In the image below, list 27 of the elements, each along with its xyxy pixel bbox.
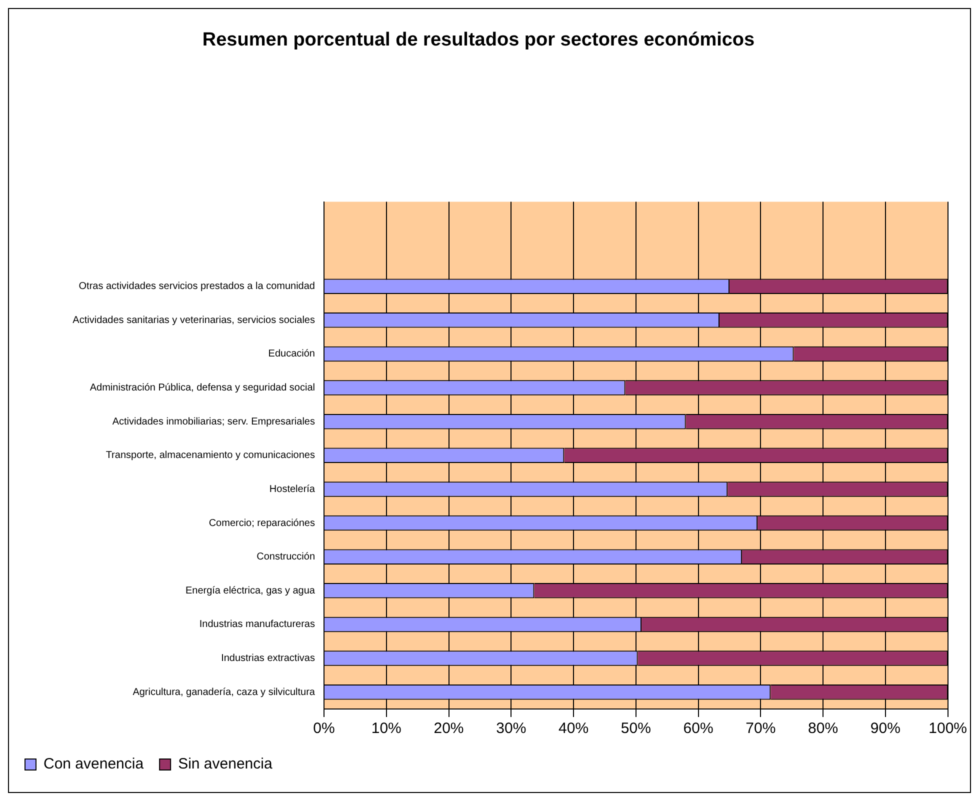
y-tick-label: Agricultura, ganadería, caza y silvicultura xyxy=(132,686,316,698)
legend-label: Sin avenencia xyxy=(178,756,273,773)
legend-label: Con avenencia xyxy=(44,756,144,773)
y-tick-label: Actividades sanitarias y veterinarias, servicios sociales xyxy=(72,314,315,326)
x-tick-label: 100% xyxy=(928,720,968,738)
x-tick-label: 20% xyxy=(434,720,464,738)
y-tick-label: Industrias manufactureras xyxy=(199,619,315,630)
y-tick-label: Energía eléctrica, gas y agua xyxy=(185,585,316,596)
x-tick-label: 90% xyxy=(870,720,900,738)
y-tick-label: Comercio; reparaciónes xyxy=(208,518,315,529)
y-tick-label: Administración Pública, defensa y seguridad social xyxy=(90,382,315,394)
x-tick-label: 0% xyxy=(313,720,335,738)
x-tick-label: 30% xyxy=(496,720,526,738)
x-tick-label: 10% xyxy=(371,720,402,738)
y-tick-label: Industrias extractivas xyxy=(221,653,315,664)
x-tick-label: 60% xyxy=(683,720,714,738)
chart-title: Resumen porcentual de resultados por sectores económicos xyxy=(202,30,755,51)
y-tick-label: Actividades inmobiliarias; serv. Empresariales xyxy=(112,416,315,428)
y-tick-label: Transporte, almacenamiento y comunicaciones xyxy=(106,450,315,462)
x-tick-label: 50% xyxy=(620,720,651,738)
x-tick-label: 70% xyxy=(746,720,776,738)
y-tick-label: Educación xyxy=(268,348,315,360)
y-tick-label: Construcción xyxy=(256,552,315,563)
x-tick-label: 40% xyxy=(558,720,589,738)
x-tick-label: 80% xyxy=(808,720,838,738)
y-tick-label: Hostelería xyxy=(269,484,316,495)
y-tick-label: Otras actividades servicios prestados a la comunidad xyxy=(78,281,315,292)
